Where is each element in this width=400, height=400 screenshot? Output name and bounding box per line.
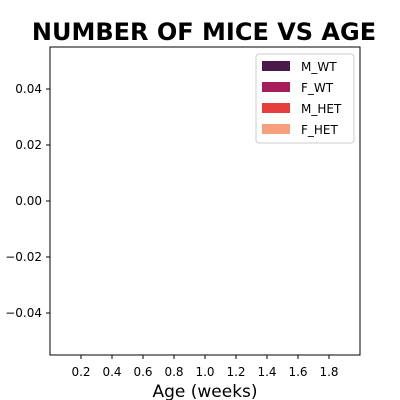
- x-axis: 0.2 0.4 0.6 0.8 1.0 1.2 1.4 1.6 1.8: [71, 355, 338, 379]
- x-tick-label: 1.4: [257, 365, 276, 379]
- y-tick-label: 0.00: [15, 194, 42, 208]
- x-axis-label: Age (weeks): [152, 382, 257, 400]
- y-axis: 0.04 0.02 0.00 −0.02 −0.04: [5, 82, 50, 320]
- x-tick-label: 0.6: [133, 365, 152, 379]
- x-tick-label: 1.6: [288, 365, 307, 379]
- x-tick-label: 1.0: [195, 365, 214, 379]
- x-tick-label: 1.8: [319, 365, 338, 379]
- chart-title: NUMBER OF MICE VS AGE: [32, 18, 376, 46]
- legend-swatch: [262, 103, 290, 113]
- legend-label: M_WT: [301, 60, 337, 74]
- y-tick-label: 0.04: [15, 82, 42, 96]
- legend-label: M_HET: [301, 102, 342, 116]
- legend-label: F_HET: [301, 123, 339, 137]
- legend-swatch: [262, 124, 290, 134]
- x-tick-label: 0.4: [102, 365, 121, 379]
- y-tick-label: −0.02: [5, 250, 42, 264]
- x-tick-label: 0.2: [71, 365, 90, 379]
- legend-label: F_WT: [301, 81, 334, 95]
- x-tick-label: 1.2: [226, 365, 245, 379]
- y-tick-label: 0.02: [15, 138, 42, 152]
- legend-swatch: [262, 61, 290, 71]
- legend-swatch: [262, 82, 290, 92]
- x-tick-label: 0.8: [164, 365, 183, 379]
- y-tick-label: −0.04: [5, 306, 42, 320]
- legend: M_WT F_WT M_HET F_HET: [256, 54, 354, 143]
